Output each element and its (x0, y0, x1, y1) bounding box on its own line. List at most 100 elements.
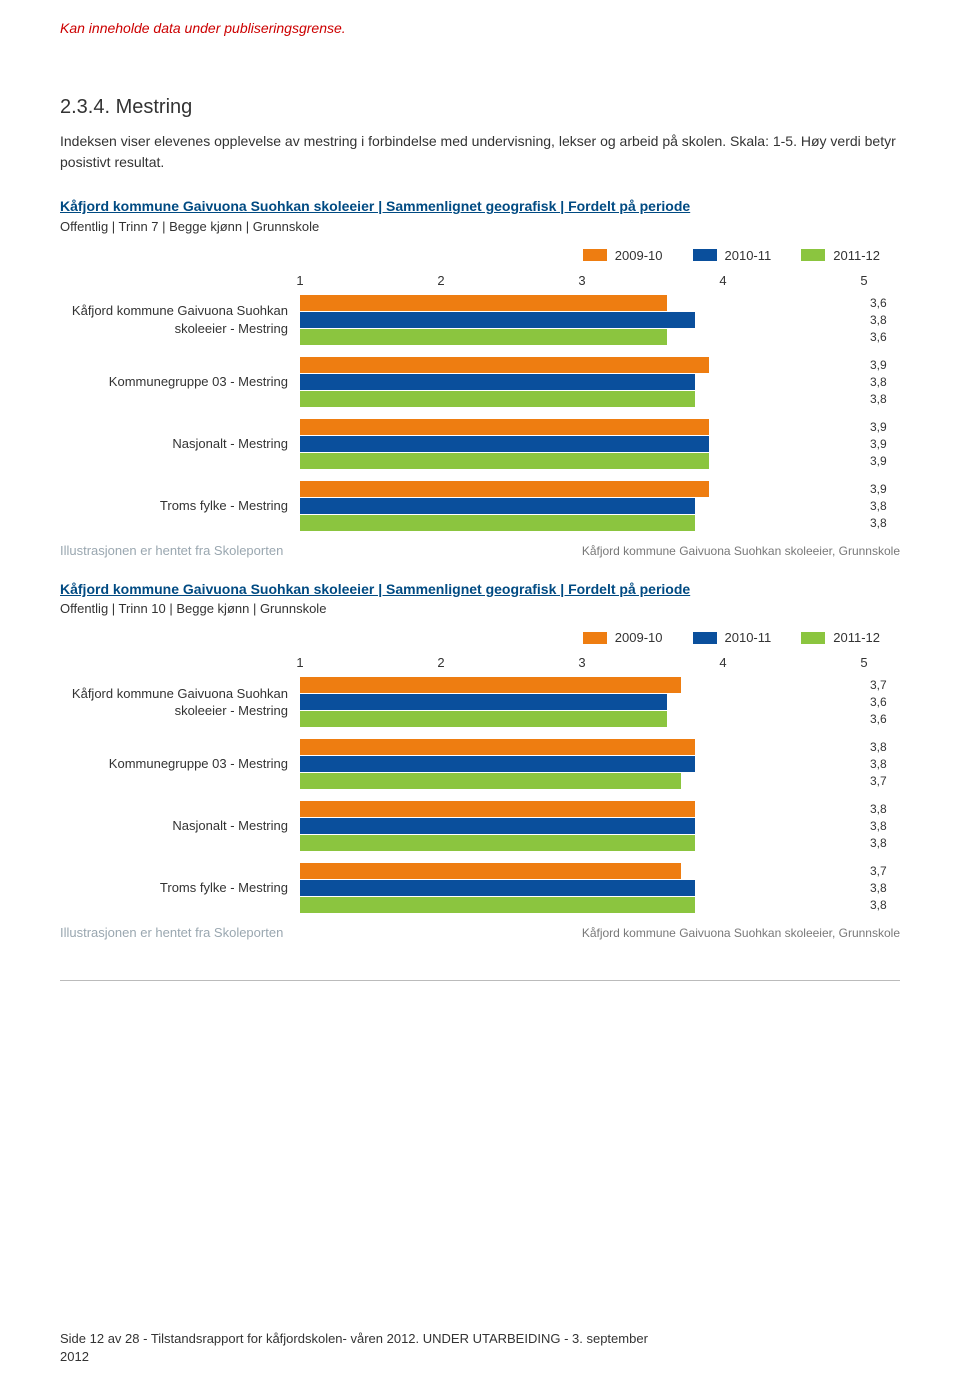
bar-row: 3,8 (300, 515, 900, 531)
legend-label: 2010-11 (725, 630, 772, 645)
bar-row: 3,8 (300, 756, 900, 772)
axis-tick: 4 (719, 655, 726, 670)
bar (300, 863, 681, 879)
legend-item: 2009-10 (583, 630, 663, 645)
chart-1-caption: Illustrasjonen er hentet fra Skoleporten… (60, 543, 900, 558)
bar-row: 3,8 (300, 374, 900, 390)
bar-value: 3,9 (864, 420, 900, 434)
bar-row: 3,8 (300, 818, 900, 834)
bar-value: 3,8 (864, 499, 900, 513)
bar-value: 3,7 (864, 678, 900, 692)
legend-swatch (801, 249, 825, 261)
bar-value: 3,7 (864, 774, 900, 788)
illustration-note: Illustrasjonen er hentet fra Skoleporten (60, 543, 283, 558)
chart-group: Kommunegruppe 03 - Mestring 3,9 3,8 3,8 (60, 357, 900, 407)
axis-tick: 2 (437, 655, 444, 670)
legend-label: 2009-10 (615, 248, 663, 263)
bar-value: 3,9 (864, 358, 900, 372)
source-note: Kåfjord kommune Gaivuona Suohkan skoleei… (582, 926, 900, 940)
bar-row: 3,8 (300, 880, 900, 896)
bar (300, 818, 695, 834)
divider (60, 980, 900, 981)
chart-legend: 2009-10 2010-11 2011-12 (60, 630, 900, 645)
legend-item: 2011-12 (801, 630, 880, 645)
axis-tick: 2 (437, 273, 444, 288)
bar (300, 453, 709, 469)
chart-2: 2009-102010-112011-1212345Kåfjord kommun… (60, 630, 900, 913)
chart-1-subtitle: Offentlig | Trinn 7 | Begge kjønn | Grun… (60, 219, 900, 234)
bar (300, 295, 667, 311)
chart-group: Nasjonalt - Mestring 3,8 3,8 3,8 (60, 801, 900, 851)
bar-value: 3,6 (864, 330, 900, 344)
group-label: Nasjonalt - Mestring (60, 817, 300, 835)
bar-row: 3,7 (300, 863, 900, 879)
axis-tick: 5 (860, 655, 867, 670)
bar-value: 3,9 (864, 437, 900, 451)
bar-row: 3,6 (300, 329, 900, 345)
chart-1: 2009-102010-112011-1212345Kåfjord kommun… (60, 248, 900, 531)
bar (300, 694, 667, 710)
bar (300, 498, 695, 514)
bar (300, 419, 709, 435)
chart-legend: 2009-102010-112011-12 (60, 248, 900, 263)
bar-row: 3,9 (300, 436, 900, 452)
axis-tick: 5 (860, 273, 867, 288)
bar-value: 3,8 (864, 392, 900, 406)
bar (300, 436, 709, 452)
group-label: Kommunegruppe 03 - Mestring (60, 755, 300, 773)
bar-row: 3,8 (300, 739, 900, 755)
group-label: Nasjonalt - Mestring (60, 435, 300, 453)
bar-value: 3,8 (864, 757, 900, 771)
bar-row: 3,8 (300, 835, 900, 851)
bar-value: 3,8 (864, 740, 900, 754)
group-bars: 3,73,63,6 (300, 677, 900, 727)
chart-2-title: Kåfjord kommune Gaivuona Suohkan skoleei… (60, 580, 900, 600)
group-label: Troms fylke - Mestring (60, 879, 300, 897)
bar-value: 3,8 (864, 313, 900, 327)
bar (300, 515, 695, 531)
bar-row: 3,8 (300, 897, 900, 913)
bar-row: 3,9 (300, 481, 900, 497)
bar (300, 739, 695, 755)
page-footer: Side 12 av 28 - Tilstandsrapport for kåf… (60, 1330, 900, 1366)
chart-group: Kåfjord kommune Gaivuona Suohkanskoleeie… (60, 295, 900, 345)
chart-group: Kåfjord kommune Gaivuona Suohkanskoleeie… (60, 677, 900, 727)
bar (300, 835, 695, 851)
group-label: Kåfjord kommune Gaivuona Suohkanskoleeie… (60, 685, 300, 720)
legend-swatch (583, 632, 607, 644)
bar-row: 3,8 (300, 801, 900, 817)
axis-tick: 1 (296, 655, 303, 670)
bar-value: 3,8 (864, 898, 900, 912)
bar-value: 3,8 (864, 819, 900, 833)
legend-swatch (693, 249, 717, 261)
intro-text: Indeksen viser elevenes opplevelse av me… (60, 131, 900, 173)
bar-value: 3,6 (864, 296, 900, 310)
bar (300, 711, 667, 727)
chart-2-caption: Illustrasjonen er hentet fra Skoleporten… (60, 925, 900, 940)
bar-row: 3,9 (300, 419, 900, 435)
chart-1-title: Kåfjord kommune Gaivuona Suohkan skoleei… (60, 197, 900, 217)
bar (300, 756, 695, 772)
group-label: Kommunegruppe 03 - Mestring (60, 373, 300, 391)
bar-row: 3,9 (300, 453, 900, 469)
group-bars: 3,9 3,8 3,8 (300, 357, 900, 407)
chart-group: Troms fylke - Mestring3,9 3,8 3,8 (60, 481, 900, 531)
legend-swatch (801, 632, 825, 644)
bar (300, 897, 695, 913)
bar-value: 3,8 (864, 836, 900, 850)
bar-value: 3,8 (864, 802, 900, 816)
legend-label: 2011-12 (833, 630, 880, 645)
legend-label: 2010-11 (725, 248, 772, 263)
group-bars: 3,73,83,8 (300, 863, 900, 913)
group-label: Kåfjord kommune Gaivuona Suohkanskoleeie… (60, 302, 300, 337)
bar-value: 3,8 (864, 516, 900, 530)
bar-row: 3,6 (300, 711, 900, 727)
group-bars: 3,9 3,9 3,9 (300, 419, 900, 469)
axis-tick: 3 (578, 273, 585, 288)
group-label: Troms fylke - Mestring (60, 497, 300, 515)
legend-label: 2009-10 (615, 630, 663, 645)
bar (300, 481, 709, 497)
publish-warning: Kan inneholde data under publiseringsgre… (60, 20, 900, 36)
footer-text-1: Side 12 av 28 - Tilstandsrapport for kåf… (60, 1331, 648, 1346)
bar-row: 3,8 (300, 312, 900, 328)
